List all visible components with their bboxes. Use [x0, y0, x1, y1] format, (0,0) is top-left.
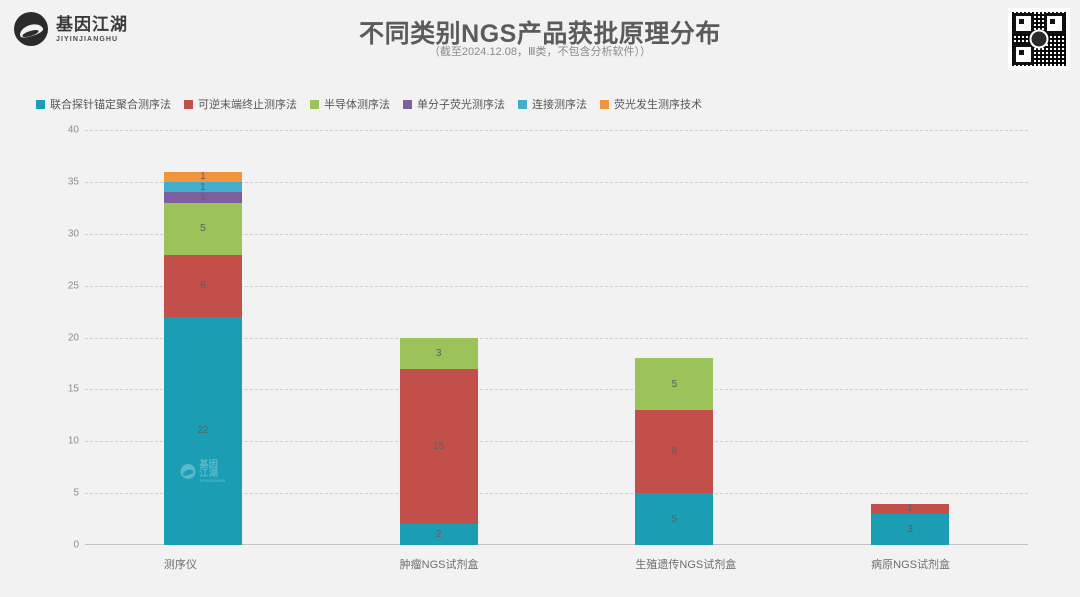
bar-slot: 1 3 病原NGS试剂盒 — [792, 130, 1028, 571]
bar-segment[interactable]: 1 — [871, 503, 950, 515]
legend-item[interactable]: 半导体测序法 — [310, 96, 390, 112]
bar-segment-value: 6 — [200, 280, 206, 292]
bar-segment-value: 3 — [435, 347, 442, 359]
bar-segment[interactable]: 1 — [163, 171, 242, 183]
bar-segment-value: 5 — [671, 513, 678, 525]
qr-finder-top-right — [1044, 13, 1065, 34]
y-axis-tick-label: 35 — [67, 176, 79, 188]
brand-text: 基因江湖 JIYINJIANGHU — [56, 16, 128, 43]
brand-name-cn: 基因江湖 — [56, 14, 128, 34]
bar-slot: 1 1 1 5 6 22 基因江湖 JIYINJIANGHU 测序仪 — [85, 130, 321, 571]
bar-segment-value: 3 — [907, 523, 913, 535]
y-axis-tick-label: 15 — [67, 383, 79, 395]
bar-segment-value: 2 — [435, 529, 442, 541]
legend-swatch-icon — [184, 99, 193, 109]
legend-swatch-icon — [600, 99, 609, 109]
y-axis-tick-label: 30 — [67, 228, 79, 240]
legend-label: 联合探针锚定聚合测序法 — [50, 99, 171, 111]
x-axis-category-label: 肿瘤NGS试剂盒 — [399, 559, 479, 571]
chart-legend: 联合探针锚定聚合测序法 可逆末端终止测序法 半导体测序法 单分子荧光测序法 连接测序法 荧… — [36, 96, 702, 112]
bar-segment[interactable]: 6 — [163, 254, 242, 317]
legend-label: 连接测序法 — [532, 99, 587, 111]
bar-segment[interactable]: 1 — [163, 191, 242, 203]
qr-center-logo-icon — [1029, 29, 1049, 49]
bar-segment[interactable]: 15 — [399, 368, 478, 525]
x-axis-category-label: 生殖遗传NGS试剂盒 — [635, 559, 737, 571]
gridline — [85, 337, 1028, 339]
legend-swatch-icon — [36, 99, 45, 109]
qr-finder-top-left — [1013, 13, 1034, 34]
legend-item[interactable]: 连接测序法 — [518, 96, 587, 112]
bar-segment[interactable]: 3 — [871, 513, 950, 545]
y-axis-tick-label: 0 — [73, 539, 79, 551]
gridline — [85, 181, 1028, 183]
stacked-bar[interactable]: 3 15 2 肿瘤NGS试剂盒 — [399, 337, 478, 571]
legend-swatch-icon — [310, 99, 319, 109]
gridline — [85, 130, 1028, 131]
x-axis-line — [85, 544, 1028, 545]
legend-swatch-icon — [403, 99, 412, 109]
gridline — [85, 233, 1028, 235]
bar-segment-value: 1 — [200, 181, 206, 193]
bar-segment[interactable]: 8 — [635, 410, 714, 494]
page-subtitle: （截至2024.12.08，Ⅲ类，不包含分析软件）） — [428, 46, 652, 58]
legend-swatch-icon — [518, 99, 527, 109]
bar-slot: 3 15 2 肿瘤NGS试剂盒 — [321, 130, 557, 571]
bar-segment-value: 22 — [197, 425, 209, 437]
page-title: 不同类别NGS产品获批原理分布 — [359, 20, 721, 48]
legend-label: 单分子荧光测序法 — [417, 99, 505, 111]
bar-segment[interactable]: 2 — [399, 524, 478, 545]
legend-label: 半导体测序法 — [324, 99, 390, 111]
bar-segment-value: 1 — [200, 171, 206, 183]
bar-segment[interactable]: 5 — [635, 358, 714, 411]
legend-label: 荧光发生测序技术 — [614, 99, 702, 111]
bar-segment-value: 15 — [433, 440, 445, 452]
gridline — [85, 441, 1028, 443]
legend-label: 可逆末端终止测序法 — [198, 99, 297, 111]
legend-item[interactable]: 联合探针锚定聚合测序法 — [36, 96, 171, 112]
bar-segment-value: 8 — [671, 446, 678, 458]
qr-code-pattern — [1012, 12, 1066, 66]
y-axis-tick-label: 5 — [73, 487, 79, 499]
brand-name-en: JIYINJIANGHU — [56, 35, 119, 43]
y-axis-tick-label: 40 — [67, 124, 79, 136]
stacked-bar[interactable]: 5 8 5 生殖遗传NGS试剂盒 — [635, 358, 736, 571]
gridline — [85, 493, 1028, 495]
legend-item[interactable]: 荧光发生测序技术 — [600, 96, 702, 112]
bar-segment[interactable]: 5 — [163, 202, 242, 255]
bar-group: 1 1 1 5 6 22 基因江湖 JIYINJIANGHU 测序仪 3 15 2 肿瘤NGS试剂盒 5 8… — [85, 130, 1028, 571]
brand-logo: 基因江湖 JIYINJIANGHU — [14, 12, 128, 46]
bar-segment-value: 1 — [200, 191, 206, 203]
bar-segment[interactable]: 1 — [163, 181, 242, 193]
bar-slot: 5 8 5 生殖遗传NGS试剂盒 — [557, 130, 793, 571]
y-axis-tick-label: 20 — [67, 332, 79, 343]
y-axis-tick-label: 25 — [67, 280, 79, 292]
stacked-bar[interactable]: 1 1 1 5 6 22 基因江湖 JIYINJIANGHU 测序仪 — [163, 171, 242, 571]
fish-circle-logo-icon — [14, 12, 48, 46]
chart-plot-area: 0 5 10 15 20 25 30 35 40 1 1 1 5 6 22 基因江湖 JIYINJIANGHU… — [55, 125, 1028, 571]
bar-segment-value: 1 — [907, 503, 913, 515]
x-axis-category-label: 病原NGS试剂盒 — [871, 559, 950, 571]
qr-finder-bottom-left — [1013, 44, 1034, 65]
legend-item[interactable]: 单分子荧光测序法 — [403, 96, 505, 112]
x-axis-category-label: 测序仪 — [163, 559, 197, 571]
bar-segment[interactable]: 3 — [399, 337, 478, 369]
bar-segment-value: 5 — [671, 378, 678, 390]
qr-code-icon — [1008, 8, 1070, 70]
gridline — [85, 285, 1028, 287]
bar-segment[interactable]: 5 — [635, 493, 714, 545]
bar-segment-value: 5 — [200, 223, 206, 235]
gridline — [85, 389, 1028, 391]
bar-segment[interactable]: 22 — [163, 316, 242, 545]
legend-item[interactable]: 可逆末端终止测序法 — [184, 96, 297, 112]
stacked-bar[interactable]: 1 3 病原NGS试剂盒 — [871, 503, 950, 571]
y-axis-tick-label: 10 — [67, 435, 79, 447]
